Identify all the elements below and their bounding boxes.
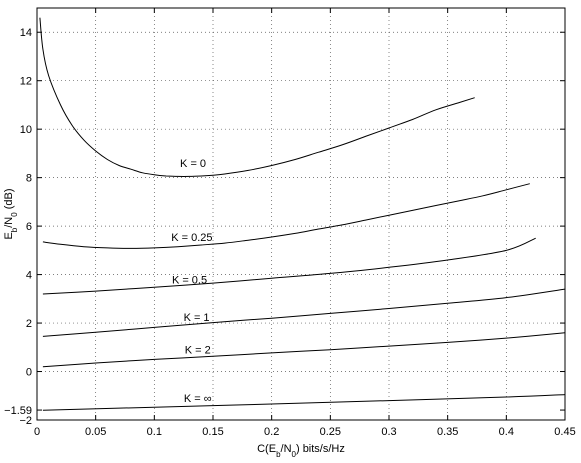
y-tick-label: 0 <box>26 367 32 379</box>
series-label: K = 0.5 <box>172 274 207 286</box>
x-tick-label: 0 <box>34 426 40 438</box>
x-tick-label: 0.45 <box>554 426 575 438</box>
y-tick-label-special: −1.59 <box>4 405 32 417</box>
subscript: 0 <box>292 450 297 459</box>
y-tick-label: 4 <box>26 270 32 282</box>
x-tick-label: 0.3 <box>381 426 396 438</box>
y-tick-label: −2 <box>19 415 32 427</box>
grid <box>37 8 565 420</box>
x-tick-label: 0.1 <box>147 426 162 438</box>
series-label: K = ∞ <box>184 393 212 405</box>
x-tick-label: 0.2 <box>264 426 279 438</box>
series-line <box>42 183 530 249</box>
series-line <box>42 394 566 411</box>
ticks: 0 0.05 0.1 0.15 0.2 0.25 0.3 0.35 0.4 0.45−202468… <box>4 8 576 438</box>
axes <box>36 7 566 421</box>
x-tick-label: 0.15 <box>202 426 223 438</box>
series-line <box>42 332 566 368</box>
plot-frame <box>36 7 566 421</box>
axis-titles: C(Eb/N0) bits/s/Hz Eb/N0 (dB) <box>3 188 345 458</box>
y-tick-label: 12 <box>20 76 32 88</box>
subscript: b <box>10 227 19 232</box>
series-line <box>42 288 566 337</box>
label-text: (dB) <box>3 188 15 212</box>
x-tick-label: 0.35 <box>437 426 458 438</box>
y-tick-label: 6 <box>26 221 32 233</box>
label-text: ) bits/s/Hz <box>296 443 345 455</box>
series-line <box>42 237 536 295</box>
y-axis-label: Eb/N0 (dB) <box>3 188 19 239</box>
series-line <box>39 17 475 177</box>
x-tick-label: 0.25 <box>320 426 341 438</box>
series <box>39 17 566 411</box>
label-text: /N <box>3 217 15 228</box>
y-tick-label: 2 <box>26 318 32 330</box>
x-tick-label: 0.4 <box>499 426 514 438</box>
subscript: 0 <box>10 212 19 217</box>
label-text: E <box>3 232 15 239</box>
subscript: b <box>276 450 281 459</box>
label-text: /N <box>281 443 292 455</box>
label-text: C(E <box>257 443 276 455</box>
y-tick-label: 8 <box>26 173 32 185</box>
series-label: K = 2 <box>185 345 211 357</box>
series-label: K = 1 <box>184 312 210 324</box>
series-label: K = 0 <box>180 158 206 170</box>
series-label: K = 0.25 <box>171 232 212 244</box>
y-tick-label: 10 <box>20 124 32 136</box>
y-tick-label: 14 <box>20 27 32 39</box>
x-tick-label: 0.05 <box>85 426 106 438</box>
x-axis-label: C(Eb/N0) bits/s/Hz <box>257 443 345 458</box>
series-labels: K = 0 K = 0.25 K = 0.5 K = 1 K = 2 K = ∞ <box>171 158 212 405</box>
